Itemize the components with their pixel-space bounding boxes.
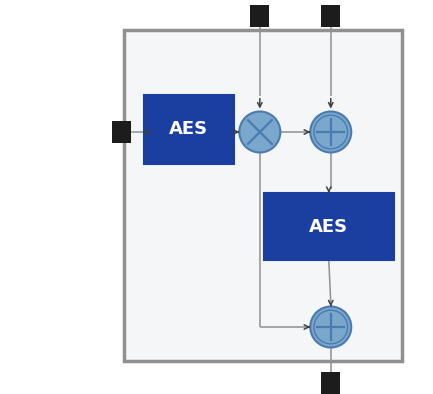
Bar xyxy=(250,5,269,27)
Text: AES: AES xyxy=(169,120,208,138)
Bar xyxy=(112,121,130,143)
Bar xyxy=(321,372,340,394)
Bar xyxy=(321,5,340,27)
Bar xyxy=(144,95,234,164)
Text: AES: AES xyxy=(309,217,349,236)
Bar xyxy=(124,30,402,361)
Circle shape xyxy=(239,112,280,152)
Circle shape xyxy=(310,307,351,348)
Circle shape xyxy=(310,112,351,152)
Bar xyxy=(264,193,394,260)
